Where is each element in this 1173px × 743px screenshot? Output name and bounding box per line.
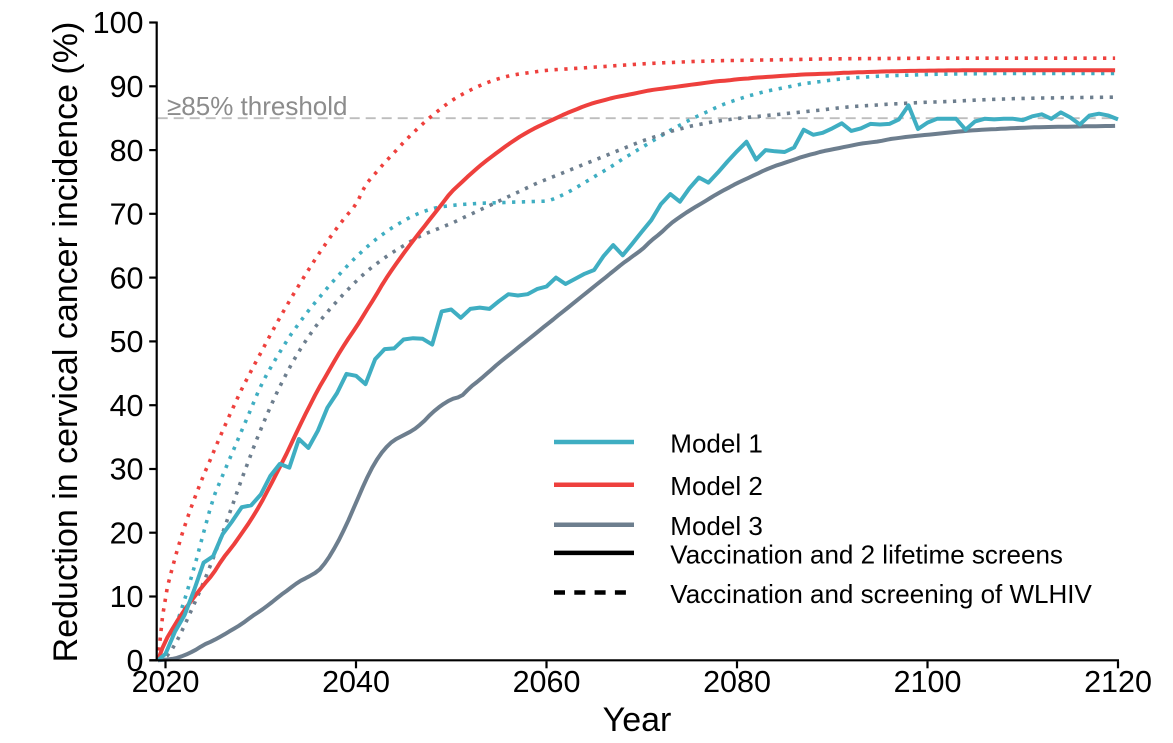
svg-text:2020: 2020 (132, 665, 200, 699)
svg-text:40: 40 (110, 389, 144, 423)
svg-text:Vaccination and screening of W: Vaccination and screening of WLHIV (670, 579, 1092, 609)
svg-text:30: 30 (110, 453, 144, 487)
svg-text:20: 20 (110, 516, 144, 550)
svg-text:80: 80 (110, 134, 144, 168)
svg-text:90: 90 (110, 70, 144, 104)
svg-text:Vaccination and 2 lifetime scr: Vaccination and 2 lifetime screens (670, 539, 1063, 569)
svg-text:70: 70 (110, 198, 144, 232)
svg-text:100: 100 (93, 6, 144, 40)
svg-text:≥85% threshold: ≥85% threshold (167, 91, 348, 121)
svg-text:2100: 2100 (894, 665, 962, 699)
svg-text:60: 60 (110, 261, 144, 295)
svg-text:Reduction in cervical cancer i: Reduction in cervical cancer incidence (… (47, 22, 85, 663)
svg-text:2080: 2080 (703, 665, 771, 699)
svg-text:0: 0 (127, 644, 144, 678)
svg-text:2060: 2060 (513, 665, 581, 699)
svg-text:50: 50 (110, 325, 144, 359)
svg-text:10: 10 (110, 580, 144, 614)
svg-text:Model 1: Model 1 (670, 428, 763, 458)
svg-text:2040: 2040 (322, 665, 390, 699)
svg-text:Year: Year (603, 701, 672, 738)
svg-text:Model 3: Model 3 (670, 511, 763, 541)
svg-text:Model 2: Model 2 (670, 471, 763, 501)
svg-text:2120: 2120 (1084, 665, 1152, 699)
